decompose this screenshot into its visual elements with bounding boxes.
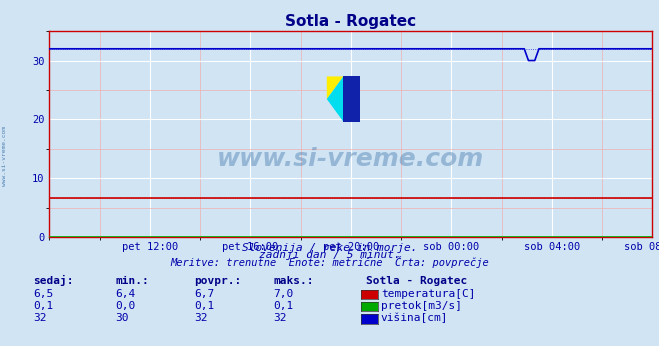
Text: maks.:: maks.: xyxy=(273,276,314,286)
Polygon shape xyxy=(343,76,360,122)
Text: 32: 32 xyxy=(194,313,208,323)
Text: 0,1: 0,1 xyxy=(273,301,294,311)
Text: 32: 32 xyxy=(273,313,287,323)
Text: temperatura[C]: temperatura[C] xyxy=(381,289,475,299)
Text: 6,7: 6,7 xyxy=(194,289,215,299)
Polygon shape xyxy=(327,76,343,122)
Text: višina[cm]: višina[cm] xyxy=(381,312,448,323)
Text: zadnji dan / 5 minut.: zadnji dan / 5 minut. xyxy=(258,251,401,261)
Text: Sotla - Rogatec: Sotla - Rogatec xyxy=(366,276,467,286)
Text: www.si-vreme.com: www.si-vreme.com xyxy=(2,126,7,186)
Text: 6,5: 6,5 xyxy=(33,289,53,299)
Text: min.:: min.: xyxy=(115,276,149,286)
Text: 0,1: 0,1 xyxy=(33,301,53,311)
Text: 30: 30 xyxy=(115,313,129,323)
Polygon shape xyxy=(327,76,343,99)
Text: povpr.:: povpr.: xyxy=(194,276,242,286)
Text: 6,4: 6,4 xyxy=(115,289,136,299)
Text: Slovenija / reke in morje.: Slovenija / reke in morje. xyxy=(242,243,417,253)
Text: pretok[m3/s]: pretok[m3/s] xyxy=(381,301,462,311)
Text: sedaj:: sedaj: xyxy=(33,275,73,286)
Text: 7,0: 7,0 xyxy=(273,289,294,299)
Title: Sotla - Rogatec: Sotla - Rogatec xyxy=(285,13,416,29)
Text: 0,1: 0,1 xyxy=(194,301,215,311)
Text: 32: 32 xyxy=(33,313,46,323)
Text: www.si-vreme.com: www.si-vreme.com xyxy=(217,147,484,171)
Text: Meritve: trenutne  Enote: metrične  Črta: povprečje: Meritve: trenutne Enote: metrične Črta: … xyxy=(170,256,489,268)
Text: 0,0: 0,0 xyxy=(115,301,136,311)
